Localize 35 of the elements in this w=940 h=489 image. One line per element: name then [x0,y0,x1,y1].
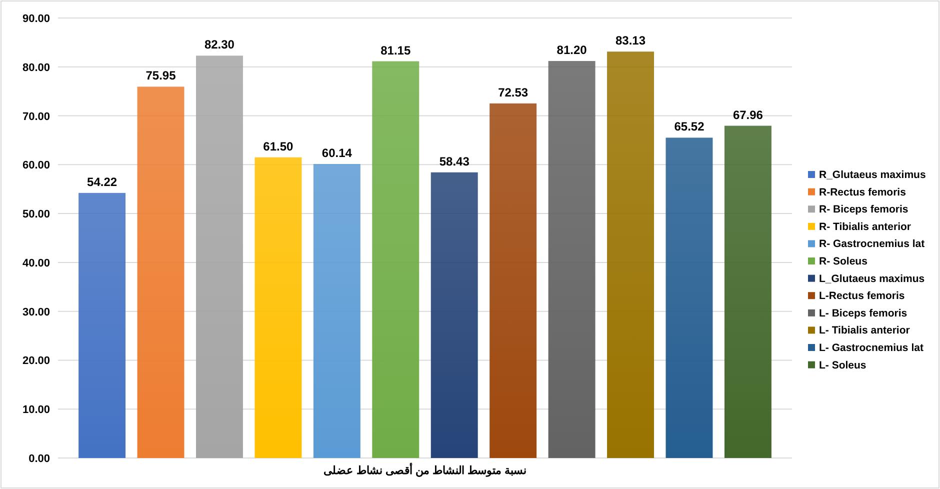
data-label: 83.13 [616,34,646,48]
y-tick-label: 90.00 [22,13,50,25]
legend-label: R- Soleus [819,256,868,268]
y-tick-label: 50.00 [22,208,50,221]
data-label: 58.43 [439,154,470,168]
y-tick-label: 30.00 [22,306,50,318]
y-tick-label: 40.00 [22,257,50,270]
legend-label: R- Tibialis anterior [819,220,911,233]
data-label: 61.50 [263,139,294,154]
legend-label: R- Biceps femoris [819,204,908,216]
legend-label: L_Glutaeus maximus [819,272,925,285]
data-label: 72.53 [498,85,528,100]
data-label: 60.14 [322,146,352,160]
legend-label: R-Rectus femoris [819,186,906,198]
data-label: 81.20 [556,43,588,58]
legend-label: R- Gastrocnemius lat [819,238,926,250]
x-tick-label: نسبة متوسط النشاط من أقصى نشاط عضلى [323,463,527,477]
data-label: 82.30 [204,38,235,52]
legend-label: R_Glutaeus maximus [819,169,926,181]
y-tick-label: 70.00 [22,110,50,123]
data-label: 65.52 [674,120,705,134]
legend-label: L-Rectus femoris [819,290,905,302]
data-label: 75.95 [146,68,176,83]
legend-label: L- Tibialis anterior [819,324,910,337]
y-tick-label: 20.00 [22,355,50,368]
y-tick-label: 80.00 [22,62,50,74]
data-label: 67.96 [732,108,764,122]
y-tick-label: 10.00 [22,404,50,416]
data-label: 81.15 [380,43,411,58]
legend-label: L- Gastrocnemius lat [819,342,924,354]
legend-label: L- Soleus [819,359,866,372]
legend-label: L- Biceps femoris [819,307,908,320]
data-label: 54.22 [87,174,118,189]
y-tick-label: 0.00 [28,453,50,465]
y-tick-label: 60.00 [22,160,50,172]
